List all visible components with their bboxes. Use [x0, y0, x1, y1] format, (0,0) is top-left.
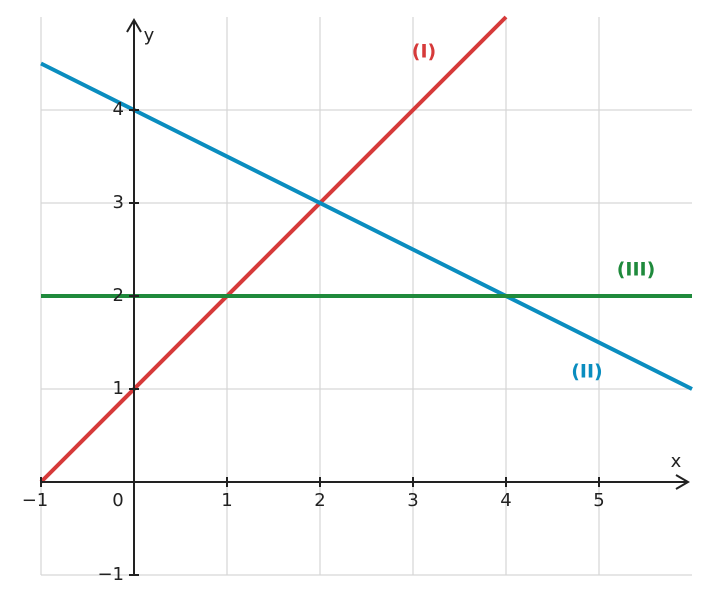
x-tick-label: 1: [221, 490, 232, 511]
x-arrow: [675, 474, 690, 490]
axes: x y −1 0 1 2 3 4 5 −1 1 2 3 4: [22, 18, 690, 585]
x-tick-label: 2: [314, 490, 325, 511]
x-tick-label: −1: [22, 490, 49, 511]
y-tick-label: 1: [113, 378, 124, 399]
series-label: (II): [571, 361, 603, 383]
y-tick-label: 3: [113, 192, 124, 213]
y-arrow: [126, 18, 142, 33]
y-tick-label: 4: [113, 99, 124, 120]
line-series: [39, 15, 508, 484]
series-label: (III): [617, 259, 656, 281]
lines: (I) (II) (III): [39, 15, 693, 484]
y-tick-label: −1: [97, 564, 124, 585]
x-tick-label: 0: [112, 490, 123, 511]
series-label: (I): [412, 41, 436, 63]
x-tick-label: 4: [500, 490, 511, 511]
y-axis-label: y: [144, 25, 155, 46]
x-axis-label: x: [671, 451, 682, 472]
y-tick-label: 2: [113, 285, 124, 306]
line-series: [40, 61, 693, 391]
x-tick-label: 3: [407, 490, 418, 511]
x-tick-label: 5: [593, 490, 604, 511]
